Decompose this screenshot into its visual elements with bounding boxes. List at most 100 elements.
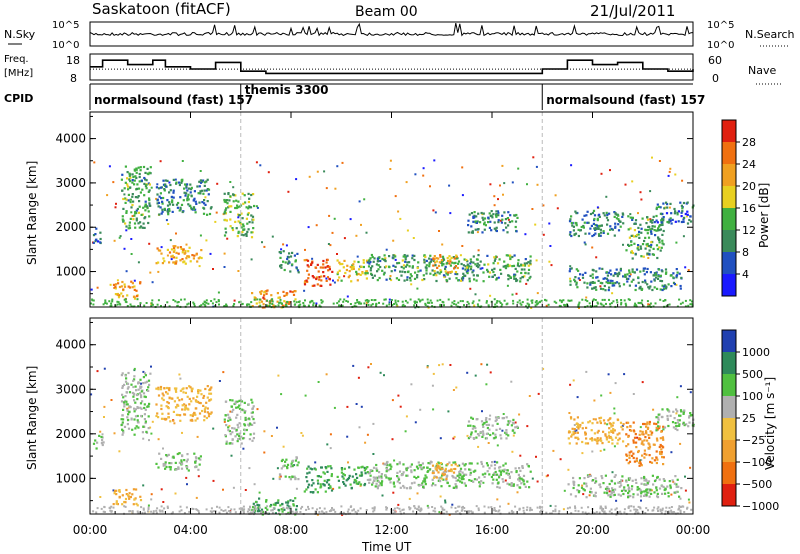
scatter-cell (592, 222, 595, 225)
ground-scatter-cell (174, 300, 177, 303)
scatter-cell (478, 485, 481, 488)
scatter-cell (336, 475, 339, 478)
scatter-cell (166, 204, 170, 207)
scatter-cell (658, 451, 662, 454)
ground-scatter-cell (305, 508, 308, 511)
scatter-cell (613, 482, 617, 485)
scatter-cell (317, 270, 320, 273)
scatter-cell (317, 482, 320, 485)
scatter-cell (165, 185, 168, 188)
ground-scatter-cell (152, 512, 155, 514)
scatter-cell (207, 415, 211, 418)
ground-scatter-cell (463, 304, 465, 307)
scatter-cell (484, 418, 488, 422)
scatter-pixel (581, 452, 584, 455)
scatter-cell (176, 206, 179, 209)
scatter-pixel (181, 160, 184, 162)
scatter-cell (482, 432, 485, 435)
scatter-cell (406, 276, 409, 279)
ground-scatter-cell (602, 508, 605, 510)
ground-scatter-cell (143, 304, 146, 307)
scatter-cell (288, 252, 291, 255)
scatter-cell (659, 249, 662, 252)
ground-scatter-cell (483, 505, 486, 508)
scatter-pixel (675, 412, 678, 415)
ground-scatter-cell (145, 302, 148, 304)
scatter-cell (238, 404, 241, 407)
scatter-pixel (346, 435, 349, 438)
scatter-pixel (647, 257, 650, 259)
scatter-cell (209, 412, 212, 415)
nsky-label: N.Sky (4, 28, 36, 41)
scatter-pixel (364, 441, 367, 444)
ground-scatter-cell (545, 299, 548, 302)
scatter-cell (253, 421, 256, 424)
scatter-cell (156, 193, 159, 196)
scatter-pixel (119, 235, 122, 238)
scatter-cell (287, 302, 291, 305)
ground-scatter-cell (232, 304, 235, 307)
scatter-cell (442, 257, 445, 260)
scatter-cell (163, 208, 167, 212)
ground-scatter-cell (550, 512, 553, 515)
scatter-cell (435, 274, 438, 277)
scatter-cell (186, 183, 189, 186)
scatter-cell (443, 275, 446, 279)
scatter-cell (307, 265, 310, 268)
scatter-cell (287, 260, 290, 263)
scatter-cell (134, 401, 137, 404)
scatter-cell (449, 264, 452, 267)
scatter-cell (324, 266, 327, 269)
ground-scatter-cell (442, 301, 445, 304)
ground-scatter-cell (299, 303, 302, 306)
scatter-cell (139, 402, 143, 405)
scatter-cell (277, 499, 280, 502)
scatter-cell (237, 231, 240, 235)
scatter-cell (330, 467, 333, 470)
scatter-cell (229, 418, 232, 421)
scatter-pixel (217, 291, 220, 294)
scatter-cell (185, 257, 188, 260)
scatter-cell (235, 428, 238, 431)
scatter-cell (144, 171, 147, 174)
scatter-cell (328, 478, 331, 482)
scatter-cell (583, 214, 586, 217)
scatter-cell (483, 221, 486, 224)
scatter-pixel (552, 449, 555, 452)
x-tick-label: 12:00 (374, 523, 409, 537)
scatter-cell (446, 481, 449, 484)
scatter-cell (643, 494, 646, 497)
scatter-pixel (632, 393, 635, 395)
scatter-cell (129, 217, 132, 220)
scatter-cell (469, 462, 472, 465)
scatter-cell (428, 261, 431, 264)
ground-scatter-cell (133, 305, 136, 308)
ground-scatter-cell (569, 506, 571, 509)
scatter-pixel (195, 496, 198, 499)
scatter-cell (490, 464, 493, 467)
scatter-cell (613, 493, 616, 496)
scatter-pixel (110, 399, 113, 401)
scatter-pixel (569, 383, 572, 386)
scatter-cell (198, 412, 202, 415)
scatter-cell (206, 188, 209, 191)
scatter-cell (625, 249, 628, 252)
scatter-cell (135, 488, 138, 491)
scatter-pixel (285, 244, 288, 247)
scatter-pixel (389, 168, 392, 170)
scatter-pixel (583, 241, 586, 244)
scatter-cell (381, 257, 384, 261)
scatter-cell (169, 189, 172, 192)
scatter-cell (121, 372, 124, 375)
scatter-cell (617, 493, 620, 496)
scatter-cell (203, 184, 206, 187)
scatter-cell (440, 485, 443, 488)
scatter-pixel (394, 258, 397, 261)
scatter-cell (138, 392, 142, 395)
scatter-cell (187, 187, 191, 190)
scatter-cell (164, 467, 167, 470)
scatter-cell (324, 466, 327, 469)
scatter-cell (127, 285, 130, 288)
scatter-cell (512, 275, 516, 278)
scatter-cell (173, 261, 176, 264)
